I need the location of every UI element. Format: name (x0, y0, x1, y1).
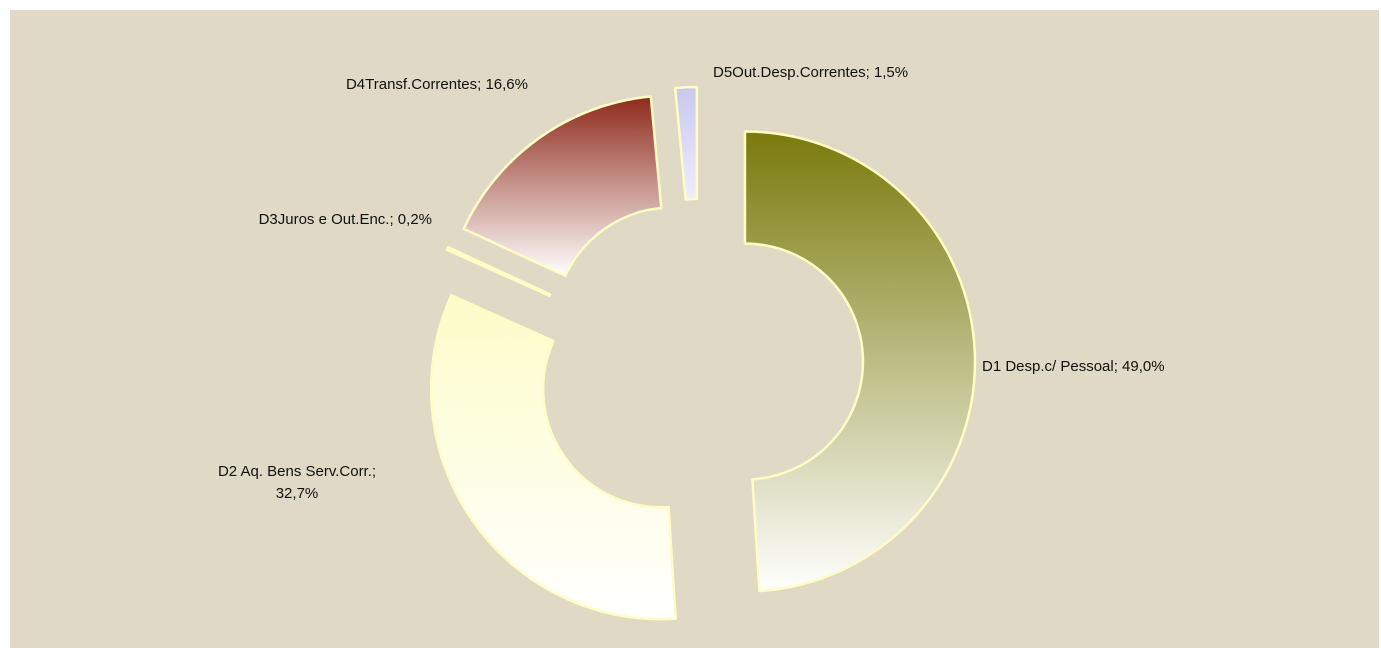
slice-d5 (673, 85, 699, 201)
slice-label-d4: D4Transf.Correntes; 16,6% (346, 76, 528, 93)
slice-label-d2: D2 Aq. Bens Serv.Corr.; (218, 463, 376, 480)
slice-d3 (445, 246, 552, 297)
slice-label-d1: D1 Desp.c/ Pessoal; 49,0% (982, 358, 1165, 375)
slice-label-d3: D3Juros e Out.Enc.; 0,2% (259, 211, 432, 228)
slice-d1 (743, 130, 977, 593)
slice-label-d2-line2: 32,7% (276, 485, 319, 502)
slice-label-d5: D5Out.Desp.Correntes; 1,5% (713, 64, 908, 81)
slice-d4 (462, 95, 663, 278)
slice-d2 (429, 293, 677, 621)
